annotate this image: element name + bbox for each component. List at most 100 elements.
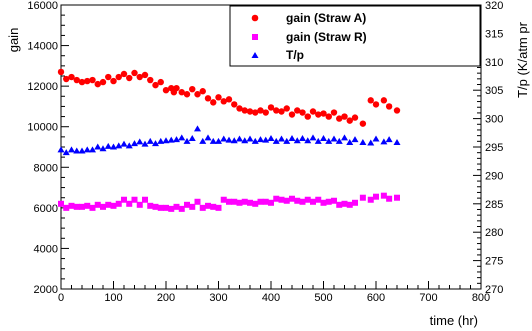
- y-tick-label: 2000: [34, 284, 58, 296]
- data-point-gain-straw-r: [346, 201, 353, 208]
- data-point-gain-straw-a: [183, 91, 191, 98]
- data-point-t-p: [94, 143, 102, 150]
- data-point-gain-straw-a: [162, 87, 170, 94]
- y2-tick-label: 280: [485, 227, 503, 239]
- legend-box: [229, 5, 481, 67]
- y-axis-left: 2000 4000 6000 8000 10000 12000 14000 16000: [27, 0, 69, 296]
- data-point-gain-straw-a: [210, 99, 217, 106]
- data-point-t-p: [89, 146, 96, 153]
- y2-tick-label: 310: [485, 57, 503, 69]
- data-point-gain-straw-a: [120, 70, 128, 78]
- data-point-t-p: [241, 137, 249, 144]
- data-point-t-p: [288, 134, 296, 141]
- data-point-gain-straw-r: [367, 196, 374, 203]
- data-point-t-p: [330, 135, 338, 142]
- data-point-gain-straw-r: [336, 201, 343, 208]
- data-point-gain-straw-a: [283, 105, 290, 112]
- data-point-gain-straw-r: [94, 201, 101, 208]
- data-point-gain-straw-a: [89, 76, 96, 84]
- data-point-gain-straw-a: [288, 111, 296, 118]
- data-point-gain-straw-a: [173, 84, 180, 92]
- y-tick-label: 12000: [27, 81, 58, 93]
- data-point-t-p: [380, 138, 388, 145]
- data-point-t-p: [115, 142, 123, 149]
- data-point-gain-straw-a: [178, 89, 185, 96]
- data-point-gain-straw-a: [131, 69, 138, 77]
- data-point-t-p: [209, 137, 217, 144]
- data-point-t-p: [83, 146, 91, 153]
- data-point-t-p: [278, 135, 285, 142]
- data-point-gain-straw-r: [126, 200, 133, 207]
- x-tick-label: 700: [419, 292, 437, 304]
- data-point-gain-straw-r: [352, 199, 358, 206]
- x-tick-label: 100: [104, 292, 122, 304]
- data-point-gain-straw-a: [246, 108, 254, 115]
- data-point-gain-straw-r: [386, 195, 393, 202]
- data-point-gain-straw-a: [294, 107, 301, 114]
- x-tick-label: 500: [314, 292, 332, 304]
- y2-axis-title: T/p (K/atm pr: [515, 21, 530, 98]
- data-point-t-p: [104, 142, 112, 149]
- data-point-t-p: [246, 135, 254, 142]
- y-tick-label: 4000: [34, 243, 58, 255]
- data-point-gain-straw-a: [115, 73, 122, 81]
- y-tick-label: 14000: [27, 41, 58, 53]
- data-point-t-p: [194, 125, 201, 132]
- data-point-gain-straw-a: [330, 109, 338, 116]
- data-point-gain-straw-r: [231, 198, 238, 205]
- data-point-t-p: [136, 138, 144, 145]
- data-point-t-p: [272, 137, 280, 144]
- data-point-gain-straw-r: [110, 202, 117, 209]
- data-point-gain-straw-a: [359, 120, 367, 127]
- data-point-gain-straw-a: [320, 110, 327, 117]
- data-point-gain-straw-a: [309, 108, 317, 115]
- data-point-gain-straw-r: [226, 198, 232, 205]
- legend-marker-straw-a: [251, 14, 259, 22]
- data-point-t-p: [125, 142, 133, 149]
- data-point-gain-straw-r: [194, 198, 201, 205]
- data-point-t-p: [73, 147, 81, 154]
- data-point-t-p: [309, 134, 317, 141]
- legend-label-straw-r: gain (Straw R): [286, 30, 367, 44]
- data-point-gain-straw-a: [110, 77, 117, 85]
- data-point-gain-straw-r: [215, 204, 222, 211]
- data-point-gain-straw-r: [58, 200, 64, 207]
- data-point-t-p: [131, 140, 138, 147]
- data-point-gain-straw-a: [152, 81, 159, 89]
- data-point-t-p: [299, 134, 306, 141]
- data-point-gain-straw-a: [94, 80, 101, 88]
- data-point-gain-straw-r: [283, 197, 290, 204]
- data-point-gain-straw-a: [231, 101, 238, 108]
- data-point-t-p: [385, 136, 393, 143]
- data-point-t-p: [359, 138, 367, 145]
- data-point-t-p: [230, 137, 238, 144]
- data-point-gain-straw-a: [315, 111, 322, 118]
- y-tick-label: 16000: [27, 0, 58, 12]
- data-point-gain-straw-a: [78, 78, 86, 86]
- data-point-t-p: [236, 135, 243, 142]
- data-point-gain-straw-a: [126, 74, 133, 82]
- x-tick-label: 300: [209, 292, 227, 304]
- data-point-gain-straw-r: [394, 194, 400, 201]
- data-point-gain-straw-a: [204, 95, 212, 102]
- legend-marker-straw-r: [252, 34, 258, 40]
- legend-marker-tp: [251, 52, 259, 58]
- data-point-gain-straw-a: [225, 96, 233, 103]
- data-point-gain-straw-a: [299, 109, 306, 116]
- x-tick-label: 0: [58, 292, 64, 304]
- data-point-gain-straw-r: [299, 198, 306, 205]
- data-point-gain-straw-a: [336, 115, 343, 122]
- x-tick-label: 400: [262, 292, 280, 304]
- y-tick-label: 6000: [34, 203, 58, 215]
- data-point-gain-straw-a: [215, 94, 222, 101]
- data-point-gain-straw-a: [393, 107, 401, 114]
- data-point-gain-straw-a: [84, 77, 91, 85]
- data-point-t-p: [304, 137, 312, 144]
- data-point-t-p: [325, 137, 333, 144]
- data-point-t-p: [393, 138, 401, 145]
- data-point-t-p: [110, 143, 117, 150]
- data-point-gain-straw-r: [84, 202, 91, 209]
- data-point-gain-straw-a: [73, 76, 80, 84]
- data-point-gain-straw-a: [220, 98, 227, 105]
